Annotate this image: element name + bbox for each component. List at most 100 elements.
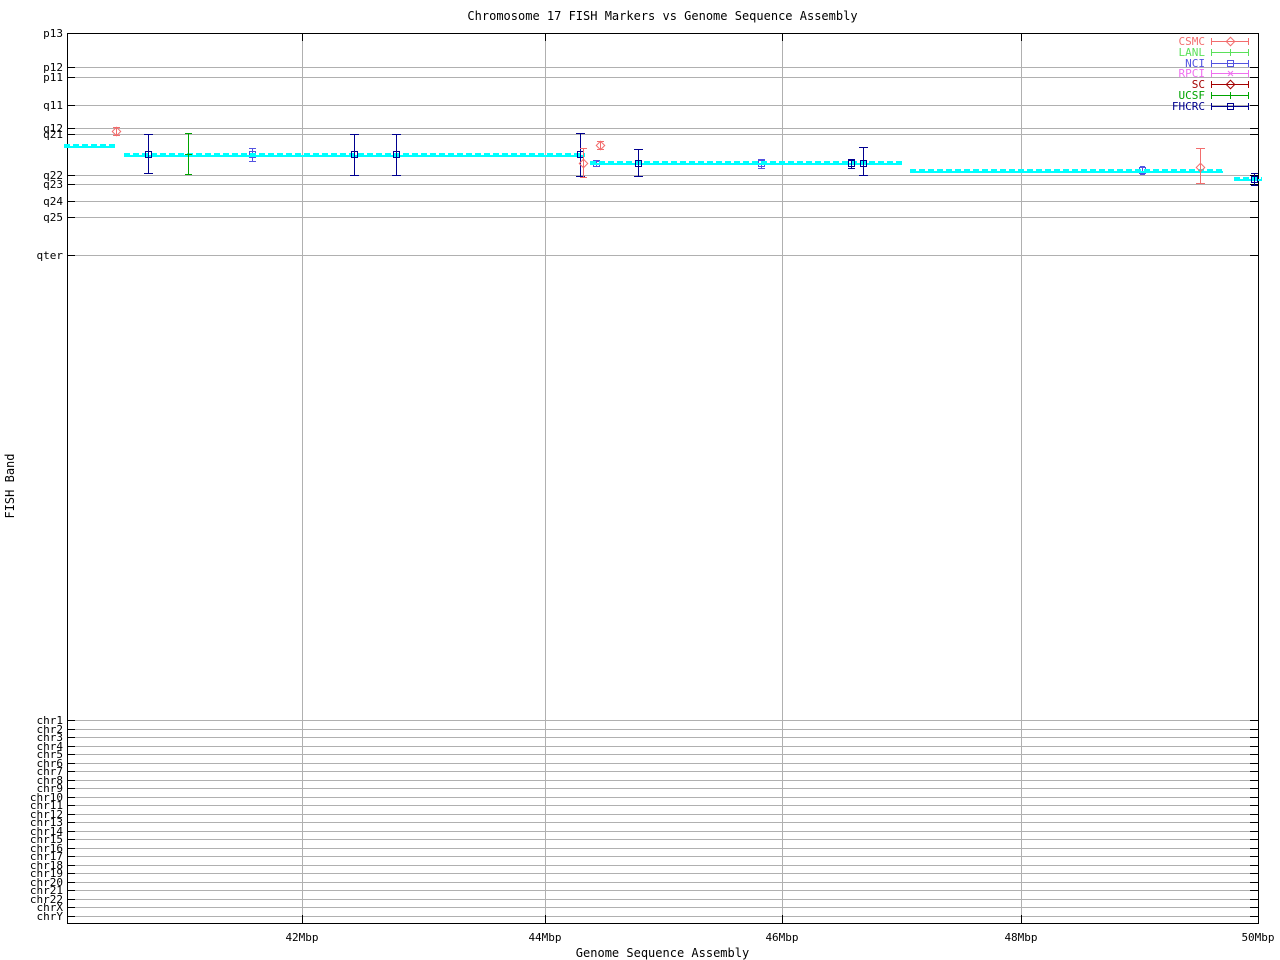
marker-glyph-square bbox=[351, 151, 358, 158]
legend-sample-cap-right bbox=[1248, 38, 1249, 45]
y-gridline bbox=[67, 762, 1258, 764]
errorbar-cap-top bbox=[144, 134, 153, 135]
y-gridline bbox=[67, 873, 1258, 874]
y-tick-left bbox=[67, 856, 75, 857]
y-tick-label: chr8 bbox=[36, 773, 64, 787]
legend-label: LANL bbox=[1178, 45, 1206, 59]
y-gridline bbox=[67, 779, 1258, 781]
marker-glyph-square bbox=[1251, 176, 1258, 183]
marker-glyph-square bbox=[1226, 102, 1234, 110]
x-tick-top bbox=[545, 33, 546, 41]
errorbar-cap-bottom bbox=[576, 176, 585, 177]
errorbar-line bbox=[354, 134, 355, 175]
y-tick-label: q21 bbox=[43, 128, 63, 141]
errorbar-line bbox=[148, 134, 149, 173]
errorbar-cap-top bbox=[113, 127, 120, 128]
errorbar-line bbox=[116, 127, 117, 135]
y-tick-right bbox=[1250, 847, 1258, 849]
legend-sample-cap-right bbox=[1248, 59, 1249, 67]
errorbar-cap-bottom bbox=[758, 168, 765, 169]
errorbar-cap-top bbox=[185, 133, 192, 134]
errorbar-line bbox=[863, 147, 864, 175]
marker-glyph-square bbox=[635, 160, 642, 167]
y-tick-label: q24 bbox=[43, 195, 63, 208]
y-gridline bbox=[67, 805, 1258, 806]
marker-glyph-square bbox=[860, 160, 867, 167]
x-tick-label: 42Mbp bbox=[285, 931, 319, 944]
y-tick-left bbox=[67, 134, 75, 135]
legend-label: FHCRC bbox=[1171, 99, 1205, 113]
legend-sample-cap-right bbox=[1248, 92, 1249, 99]
errorbar-cap-bottom bbox=[859, 175, 868, 176]
y-gridline bbox=[67, 128, 1258, 129]
y-tick-right bbox=[1250, 881, 1258, 883]
y-tick-right bbox=[1250, 907, 1258, 908]
y-tick-right bbox=[1250, 737, 1258, 738]
errorbar-cap-top bbox=[859, 147, 868, 148]
x-tick-label: 48Mbp bbox=[1004, 931, 1038, 944]
legend-sample-cap-left bbox=[1211, 38, 1212, 45]
x-tick-top bbox=[1021, 33, 1022, 41]
x-axis-title: Genome Sequence Assembly bbox=[575, 946, 750, 960]
y-tick-left bbox=[67, 915, 75, 917]
errorbar-cap-top bbox=[758, 159, 765, 160]
errorbar-cap-top bbox=[634, 149, 643, 150]
y-tick-label: qter bbox=[36, 249, 64, 262]
x-tick-bottom bbox=[545, 915, 546, 923]
legend-label: UCSF bbox=[1178, 89, 1206, 102]
assembly-line-segment bbox=[64, 144, 115, 148]
y-gridline bbox=[67, 175, 1258, 176]
legend-sample-cap-right bbox=[1248, 81, 1249, 89]
y-tick-left bbox=[67, 762, 75, 764]
x-tick-label: 46Mbp bbox=[765, 931, 799, 944]
errorbar-line bbox=[600, 141, 601, 149]
y-tick-right bbox=[1250, 779, 1258, 781]
y-tick-right bbox=[1250, 201, 1258, 202]
y-tick-left bbox=[67, 839, 75, 840]
x-tick-label: 50Mbp bbox=[1241, 931, 1275, 944]
y-gridline bbox=[67, 201, 1258, 202]
y-gridline bbox=[67, 839, 1258, 840]
y-gridline bbox=[67, 217, 1258, 218]
errorbar-cap-bottom bbox=[350, 175, 359, 176]
y-tick-left bbox=[67, 890, 75, 891]
errorbar-cap-bottom bbox=[848, 168, 855, 169]
y-gridline bbox=[67, 822, 1258, 823]
x-tick-bottom bbox=[1021, 915, 1022, 923]
y-gridline bbox=[67, 134, 1258, 135]
y-tick-left bbox=[67, 67, 75, 68]
y-tick-left bbox=[67, 864, 75, 866]
y-tick-right bbox=[1250, 822, 1258, 823]
y-tick-right bbox=[1250, 745, 1258, 747]
y-tick-label: chrX bbox=[36, 901, 64, 914]
errorbar-cap-bottom bbox=[144, 173, 153, 174]
y-tick-left bbox=[67, 822, 75, 823]
legend-sample-line bbox=[1211, 84, 1248, 86]
y-tick-right bbox=[1250, 762, 1258, 764]
assembly-line-segment bbox=[910, 168, 1223, 173]
y-tick-label: chr22 bbox=[29, 892, 63, 906]
y-gridline bbox=[67, 728, 1258, 730]
y-tick-right bbox=[1250, 864, 1258, 866]
y-gridline bbox=[67, 745, 1258, 747]
x-tick-top bbox=[782, 33, 783, 41]
y-gridline bbox=[67, 898, 1258, 900]
legend-sample-cap-left bbox=[1211, 92, 1212, 99]
y-tick-label: q23 bbox=[43, 178, 63, 191]
y-tick-label: chr3 bbox=[36, 731, 64, 744]
y-tick-left bbox=[67, 788, 75, 789]
y-tick-left bbox=[67, 217, 75, 218]
errorbar-line bbox=[580, 133, 581, 176]
legend-label: RPCI bbox=[1178, 67, 1206, 81]
errorbar-cap-bottom bbox=[392, 175, 401, 176]
y-tick-right bbox=[1250, 128, 1258, 129]
errorbar-cap-top bbox=[249, 148, 256, 149]
x-gridline bbox=[782, 33, 783, 923]
plot-border bbox=[67, 33, 1259, 924]
errorbar-cap-top bbox=[350, 134, 359, 135]
errorbar-cap-bottom bbox=[249, 161, 256, 162]
legend-sample-cap-left bbox=[1211, 59, 1212, 67]
y-tick-left bbox=[67, 201, 75, 202]
errorbar-cap-top bbox=[597, 141, 604, 142]
errorbar-cap-bottom bbox=[113, 135, 120, 136]
